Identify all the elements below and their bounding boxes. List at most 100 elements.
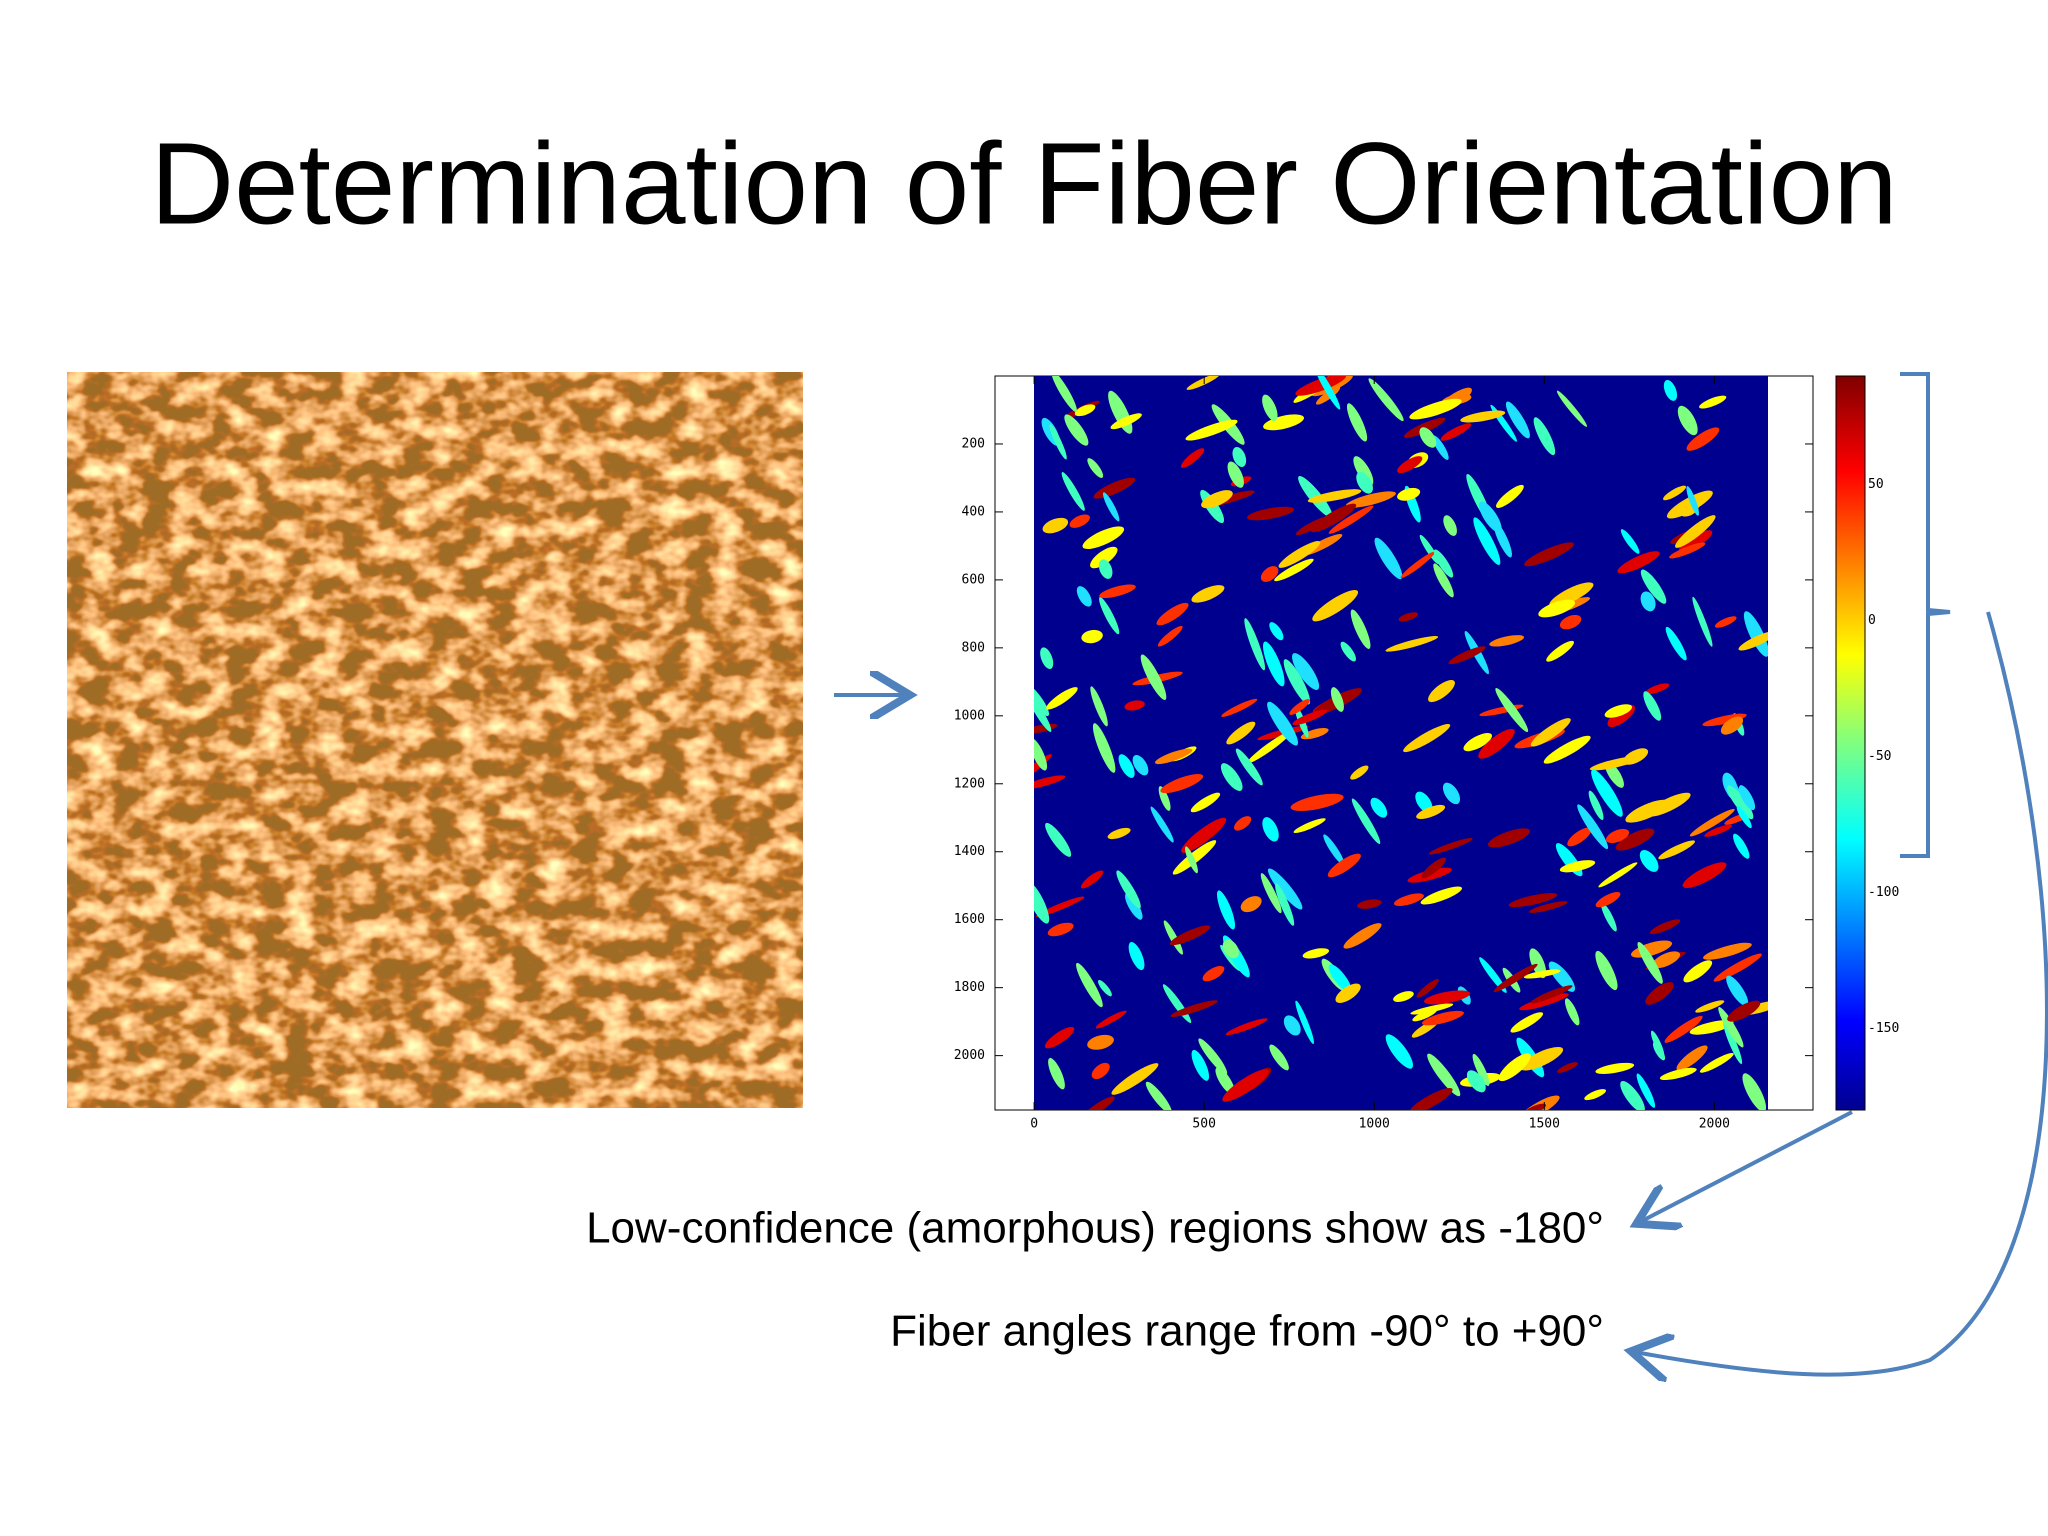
fiber-region (1267, 701, 1299, 746)
fiber-region (1645, 982, 1674, 1005)
fiber-region (1591, 769, 1623, 817)
y-tick-label: 1800 (954, 980, 985, 995)
fiber-region (1087, 458, 1104, 478)
fiber-region (1421, 857, 1447, 879)
fiber-region (1215, 1067, 1235, 1095)
fiber-region (1639, 849, 1659, 872)
fiber-region (1601, 902, 1617, 932)
fiber-region (1415, 791, 1433, 813)
fiber-region (1124, 700, 1145, 711)
fiber-region (1247, 730, 1292, 764)
fiber-region (1283, 1015, 1301, 1036)
fiber-region (1448, 646, 1486, 665)
fiber-region (1154, 748, 1193, 765)
fiber-region (1410, 1003, 1454, 1015)
fiber-region (1310, 503, 1357, 533)
fiber-region (1163, 920, 1183, 955)
fiber-region (1202, 965, 1225, 982)
fiber-region (1650, 1030, 1665, 1058)
fiber-region (1350, 765, 1369, 780)
fiber-region (1370, 797, 1388, 818)
fiber-region (1689, 1020, 1734, 1035)
fiber-region (1620, 1080, 1645, 1110)
fiber-region (1738, 785, 1756, 811)
y-tick-label: 2000 (954, 1048, 985, 1063)
fiber-region (1074, 404, 1096, 417)
fiber-region (1416, 804, 1446, 820)
fiber-region (1076, 962, 1103, 1008)
caption: Low-confidence (amorphous) regions show … (586, 1204, 1604, 1253)
fiber-region (1664, 1015, 1703, 1043)
fiber-region (1523, 1103, 1547, 1110)
fiber-region (1091, 1062, 1110, 1080)
fiber-region (1232, 446, 1247, 467)
fiber-region (1498, 1053, 1531, 1082)
fiber-region (1400, 551, 1435, 579)
fiber-region (1564, 998, 1580, 1026)
y-tick-label: 1200 (954, 776, 985, 791)
fiber-region (1157, 625, 1183, 647)
fiber-region (1505, 401, 1530, 439)
fiber-regions (1034, 376, 1768, 1110)
fiber-region (1479, 957, 1507, 993)
fiber-region (1416, 979, 1439, 998)
colorbar-tick-label: -50 (1868, 749, 1891, 764)
fiber-region (1682, 862, 1727, 889)
y-tick-label: 1400 (954, 844, 985, 859)
fiber-region (1487, 828, 1531, 848)
fiber-region (1718, 1007, 1744, 1048)
fiber-region (1695, 1000, 1725, 1013)
fiber-region (1118, 754, 1135, 778)
fiber-region (1330, 687, 1344, 712)
fiber-region (1278, 541, 1321, 568)
fiber-region (1428, 680, 1455, 703)
fiber-region (1227, 461, 1244, 488)
fiber-region (1713, 953, 1762, 982)
fiber-region (1295, 516, 1330, 536)
fiber-region (1675, 515, 1716, 548)
fiber-region (1169, 925, 1211, 946)
fiber-region (1676, 1045, 1708, 1071)
fiber-region (1099, 584, 1136, 599)
fiber-region (1466, 1070, 1486, 1093)
colorbar-tick-label: 0 (1868, 613, 1876, 628)
fiber-region (1727, 785, 1754, 820)
fiber-region (1529, 948, 1547, 979)
fiber-region (1584, 1089, 1607, 1101)
fiber-region (1111, 1063, 1159, 1095)
fiber-region (1295, 1000, 1314, 1045)
fiber-region (1351, 798, 1381, 845)
fiber-region (1686, 427, 1720, 451)
fiber-region (1422, 1010, 1464, 1026)
fiber-region (1472, 1053, 1490, 1086)
fiber-region (1665, 626, 1687, 661)
fiber-region (1678, 530, 1713, 552)
fiber-region (1385, 636, 1439, 652)
fiber-region (1397, 456, 1423, 474)
fiber-region (1291, 653, 1320, 690)
fiber-region (1034, 737, 1048, 771)
fiber-region (1335, 983, 1361, 1003)
fiber-region (1704, 824, 1733, 837)
fiber-region (1226, 721, 1256, 745)
fiber-region (1110, 413, 1142, 430)
fiber-region (1703, 942, 1752, 960)
fiber-region (1723, 1021, 1743, 1065)
x-tick-label: 1500 (1529, 1117, 1560, 1132)
fiber-region (1543, 735, 1591, 764)
fiber-region (1643, 691, 1662, 721)
fiber-region (1658, 840, 1696, 860)
fiber-region (1082, 1096, 1115, 1110)
fiber-region (1640, 591, 1656, 612)
fiber-region (1714, 616, 1737, 628)
fiber-region (1623, 748, 1649, 765)
fiber-region (1393, 893, 1424, 906)
fiber-region (1220, 763, 1243, 791)
fiber-region (1125, 893, 1143, 920)
fiber-region (1548, 961, 1576, 992)
fiber-region (1323, 834, 1345, 865)
y-tick-label: 400 (962, 504, 985, 519)
fiber-region (1409, 398, 1462, 420)
fiber-region (1069, 514, 1090, 528)
